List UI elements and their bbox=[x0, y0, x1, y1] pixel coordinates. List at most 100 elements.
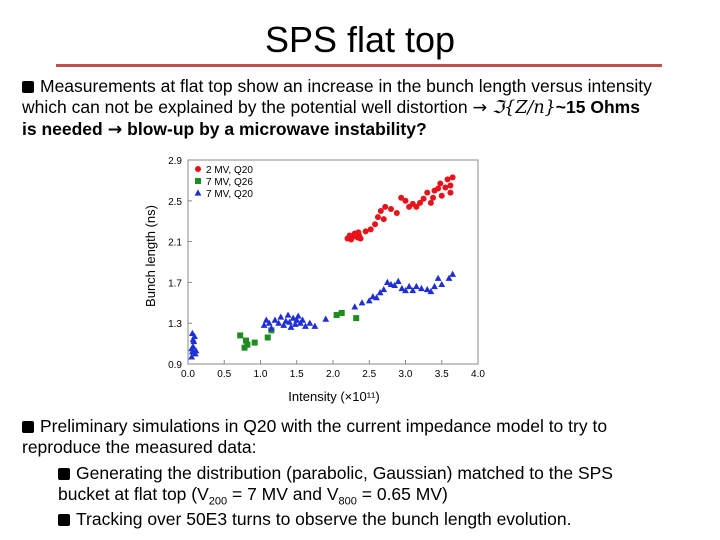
data-point bbox=[437, 180, 444, 187]
legend-label: 2 MV, Q20 bbox=[206, 165, 253, 176]
data-point bbox=[377, 208, 384, 214]
data-point bbox=[355, 229, 362, 236]
data-point bbox=[260, 321, 268, 328]
sub1-line1: Generating the distribution (parabolic, … bbox=[76, 463, 613, 483]
data-point bbox=[357, 235, 364, 242]
y-tick-label: 2.1 bbox=[168, 238, 182, 249]
data-point bbox=[420, 195, 427, 202]
data-point bbox=[322, 315, 330, 322]
data-point bbox=[286, 318, 293, 325]
data-point bbox=[402, 286, 409, 294]
data-point bbox=[412, 282, 420, 290]
bullet1-line3-pre: is needed bbox=[22, 119, 103, 139]
data-point bbox=[398, 284, 406, 292]
data-point bbox=[338, 310, 345, 316]
data-point bbox=[391, 281, 399, 289]
data-point bbox=[393, 210, 400, 217]
data-point bbox=[444, 176, 451, 183]
impedance-expression: ℑ{Z/n} bbox=[491, 98, 556, 118]
data-point bbox=[192, 347, 200, 354]
y-axis-label: Bunch length (ns) bbox=[143, 205, 158, 307]
data-point bbox=[380, 285, 388, 293]
y-tick-label: 1.3 bbox=[168, 319, 182, 330]
data-point bbox=[275, 319, 283, 326]
data-point bbox=[293, 316, 301, 323]
data-point bbox=[244, 341, 251, 348]
data-point bbox=[241, 344, 248, 351]
y-tick-label: 1.7 bbox=[168, 278, 182, 289]
data-point bbox=[373, 294, 380, 301]
title-underline bbox=[56, 64, 662, 67]
x-tick-label: 2.0 bbox=[326, 369, 340, 380]
x-tick-label: 4.0 bbox=[471, 369, 485, 380]
data-point bbox=[251, 339, 258, 346]
data-point bbox=[291, 320, 299, 327]
sub1-line2-pre: bucket at flat top (V bbox=[58, 484, 209, 504]
sub1-line2-mid: = 7 MV and V bbox=[227, 484, 339, 504]
subbullet-distribution: Generating the distribution (parabolic, … bbox=[58, 463, 698, 513]
x-tick-label: 0.5 bbox=[217, 369, 231, 380]
data-point bbox=[299, 316, 306, 323]
sub1-sub-b: 800 bbox=[338, 495, 357, 508]
data-point bbox=[434, 274, 442, 281]
data-point bbox=[398, 194, 405, 201]
bullet1-line3-post: blow-up by a microwave instability? bbox=[127, 119, 427, 139]
data-point bbox=[188, 345, 196, 352]
data-point bbox=[365, 297, 373, 304]
y-tick-label: 0.9 bbox=[168, 360, 182, 371]
checkbox-bullet-icon bbox=[22, 81, 34, 93]
data-point bbox=[382, 203, 389, 210]
sub1-sub-a: 200 bbox=[208, 495, 228, 508]
data-point bbox=[383, 278, 391, 285]
data-point bbox=[449, 270, 457, 277]
data-point bbox=[447, 189, 454, 196]
data-point bbox=[372, 221, 379, 228]
data-point bbox=[427, 287, 435, 295]
bullet-measurements: Measurements at flat top show an increas… bbox=[22, 76, 712, 141]
data-point bbox=[438, 280, 446, 288]
data-point bbox=[413, 203, 420, 210]
sub1-line2-post: = 0.65 MV) bbox=[356, 484, 448, 504]
data-point bbox=[294, 312, 302, 319]
data-point bbox=[442, 184, 449, 191]
data-point bbox=[358, 299, 366, 306]
data-point bbox=[267, 324, 275, 331]
x-tick-label: 3.0 bbox=[399, 369, 413, 380]
data-point bbox=[447, 182, 454, 189]
data-point bbox=[431, 282, 438, 290]
arrow-right-icon: → bbox=[472, 98, 488, 118]
data-point bbox=[306, 319, 314, 326]
slide-title: SPS flat top bbox=[264, 19, 456, 60]
data-point bbox=[394, 277, 402, 284]
data-point bbox=[264, 334, 271, 341]
checkbox-bullet-icon bbox=[58, 514, 70, 526]
data-point bbox=[188, 353, 196, 360]
data-point bbox=[277, 313, 285, 320]
x-axis-label: Intensity (×10¹¹) bbox=[288, 389, 379, 404]
bunch-length-scatter-chart: 0.0 0.5 1.0 1.5 2.0 2.5 3.0 3.5 4.0 0.9 1.3 1.7 2.1 2… bbox=[143, 156, 485, 404]
data-point bbox=[333, 312, 340, 319]
data-point bbox=[271, 316, 279, 323]
legend-marker bbox=[195, 178, 201, 184]
data-point bbox=[417, 199, 423, 206]
x-tick-label: 1.0 bbox=[254, 369, 268, 380]
bullet1-line2: which can not be explained by the potent… bbox=[22, 97, 468, 117]
data-point bbox=[351, 303, 359, 310]
bullet-simulations: Preliminary simulations in Q20 with the … bbox=[22, 416, 712, 458]
bullet2-line1: Preliminary simulations in Q20 with the … bbox=[40, 416, 608, 436]
data-point bbox=[380, 216, 387, 223]
x-tick-label: 2.5 bbox=[362, 369, 376, 380]
data-point bbox=[409, 286, 417, 294]
x-tick-label: 3.5 bbox=[435, 369, 449, 380]
data-point bbox=[423, 285, 431, 293]
data-point bbox=[430, 194, 437, 201]
data-point bbox=[435, 185, 442, 192]
data-point bbox=[402, 197, 409, 204]
x-tick-label: 1.5 bbox=[290, 369, 304, 380]
data-point bbox=[438, 192, 445, 199]
data-point bbox=[362, 228, 369, 235]
data-point bbox=[280, 321, 288, 328]
data-point bbox=[302, 322, 309, 329]
subbullet-tracking: Tracking over 50E3 turns to observe the … bbox=[58, 509, 698, 530]
x-tick-label: 0.0 bbox=[181, 369, 195, 380]
